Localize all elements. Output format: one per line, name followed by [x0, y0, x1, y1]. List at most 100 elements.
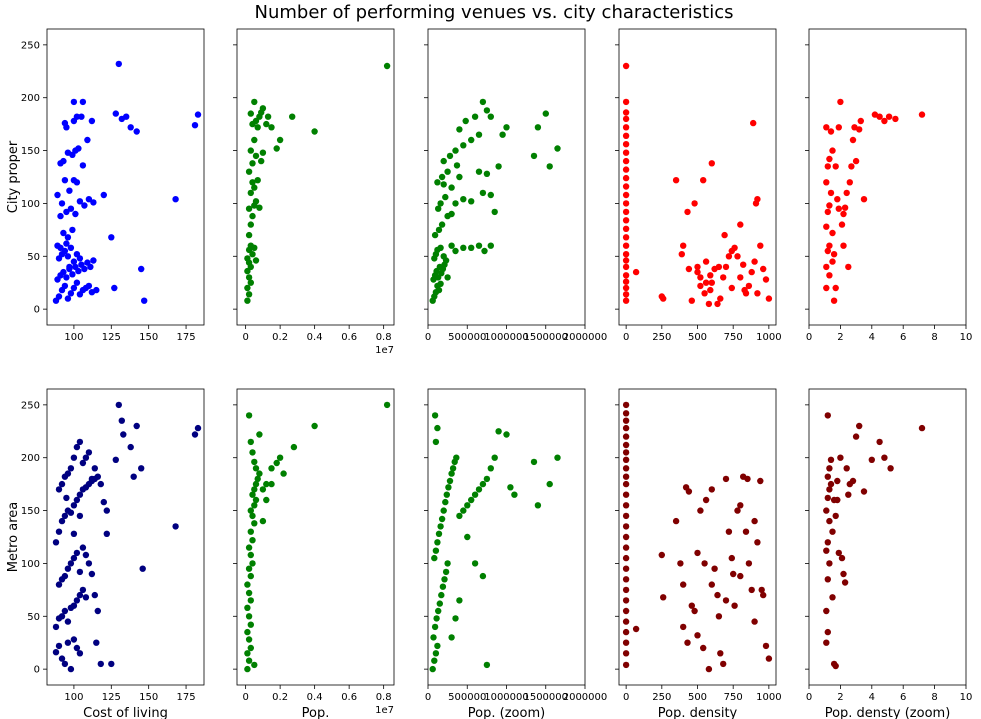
data-point — [688, 602, 695, 609]
data-point — [61, 282, 69, 290]
data-point — [448, 634, 455, 641]
data-point — [251, 486, 258, 493]
data-point — [245, 291, 253, 298]
data-point — [441, 576, 448, 583]
data-point — [460, 507, 467, 514]
data-point — [622, 465, 630, 472]
data-point — [762, 642, 770, 650]
data-point — [840, 210, 847, 218]
data-point — [741, 286, 748, 294]
data-point — [251, 184, 258, 191]
data-point — [55, 293, 63, 300]
data-point — [438, 221, 446, 228]
data-point — [852, 157, 860, 165]
data-point — [715, 613, 723, 620]
axes-frame — [808, 28, 967, 326]
data-point — [263, 120, 270, 128]
data-point — [76, 255, 84, 262]
x-tick-label: 6 — [900, 692, 906, 703]
scatter-series — [823, 412, 926, 670]
data-point — [280, 470, 287, 477]
data-point — [58, 200, 66, 207]
data-point — [244, 665, 251, 673]
data-point — [462, 117, 469, 125]
data-point — [432, 438, 440, 446]
data-point — [684, 639, 691, 646]
axes-frame — [618, 388, 777, 686]
data-point — [58, 517, 66, 525]
data-point — [622, 401, 630, 409]
y-tick-label: 150 — [21, 146, 40, 157]
data-point — [714, 300, 721, 308]
data-point — [91, 591, 99, 599]
data-point — [837, 454, 844, 461]
data-point — [100, 498, 108, 506]
subplot-1-1: 0 0.2 0.4 0.6 0.8 1e7 Pop. — [233, 388, 395, 719]
data-point — [138, 465, 145, 472]
x-offset-label: 1e7 — [375, 345, 394, 356]
data-point — [437, 200, 444, 207]
data-point — [918, 111, 926, 118]
data-point — [823, 284, 830, 292]
data-point — [680, 581, 687, 588]
data-point — [824, 576, 831, 583]
y-tick-label: 200 — [21, 93, 40, 104]
data-point — [691, 200, 698, 207]
data-point — [244, 628, 251, 636]
data-point — [705, 300, 713, 308]
data-point — [249, 251, 256, 258]
data-point — [383, 62, 391, 70]
data-point — [824, 494, 831, 502]
data-point — [742, 528, 750, 535]
y-tick-label: 200 — [21, 453, 40, 464]
data-point — [263, 480, 270, 488]
data-point — [55, 528, 63, 535]
data-point — [479, 189, 487, 197]
data-point — [856, 126, 863, 133]
data-point — [85, 560, 93, 567]
x-tick-label: 250 — [652, 692, 671, 703]
data-point — [622, 424, 630, 432]
data-point — [256, 470, 263, 477]
subplot-0-3: 0 250 500 750 1000 — [615, 28, 782, 343]
data-point — [118, 417, 126, 424]
data-point — [745, 560, 753, 567]
y-tick-label: 250 — [21, 40, 40, 51]
data-point — [141, 297, 148, 304]
data-point — [431, 623, 439, 631]
data-point — [622, 62, 630, 70]
data-point — [824, 247, 831, 255]
scatter-series — [52, 60, 202, 304]
data-point — [254, 124, 261, 131]
data-point — [715, 263, 723, 271]
data-point — [61, 607, 69, 615]
data-point — [848, 163, 855, 170]
y-axis-label: City proper — [6, 140, 21, 213]
data-point — [546, 163, 553, 170]
data-point — [491, 454, 498, 461]
data-point — [247, 279, 254, 286]
data-point — [273, 459, 280, 467]
x-tick-label: 2 — [837, 332, 843, 343]
data-point — [247, 551, 254, 559]
data-point — [757, 242, 764, 249]
data-point — [79, 459, 87, 467]
data-point — [511, 491, 518, 498]
data-point — [452, 147, 459, 154]
data-point — [438, 515, 446, 523]
data-point — [70, 530, 78, 537]
data-point — [456, 173, 463, 181]
x-tick-label: 175 — [177, 692, 196, 703]
data-point — [79, 544, 87, 551]
data-point — [830, 297, 838, 304]
data-point — [660, 594, 667, 601]
x-tick-label: 500 — [688, 332, 707, 343]
data-point — [754, 196, 761, 203]
data-point — [268, 124, 275, 131]
data-point — [731, 244, 738, 251]
data-point — [112, 456, 120, 463]
data-point — [258, 157, 265, 165]
data-point — [750, 119, 757, 127]
data-point — [622, 410, 630, 417]
scatter-series — [622, 62, 773, 308]
